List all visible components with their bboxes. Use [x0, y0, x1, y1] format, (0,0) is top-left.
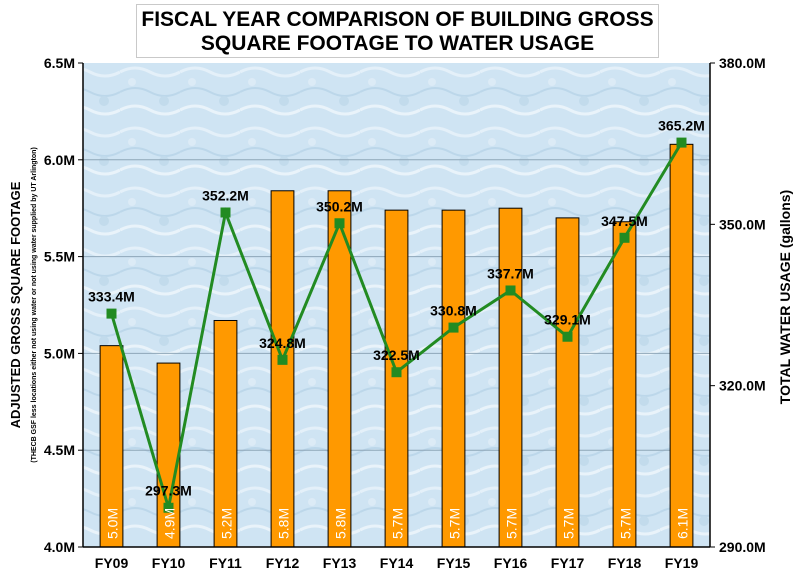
water-usage-label: 329.1M [544, 312, 591, 328]
water-usage-label: 324.8M [259, 335, 306, 351]
water-usage-label: 337.7M [487, 265, 534, 281]
y-right-tick-label: 320.0M [719, 378, 766, 394]
x-tick-label: FY13 [323, 555, 357, 571]
y-left-axis-sublabel: (THECB GSF less locations either not usi… [31, 147, 38, 463]
water-usage-point-fy10 [163, 502, 174, 513]
y-left-tick-label: 6.0M [44, 152, 75, 168]
bar-value-label: 5.2M [219, 508, 235, 539]
bar-fy16 [498, 207, 523, 548]
x-tick-label: FY12 [266, 555, 300, 571]
bar-value-label: 5.8M [333, 508, 349, 539]
bar-value-label: 5.8M [276, 508, 292, 539]
x-tick-label: FY17 [551, 555, 585, 571]
x-tick-label: FY16 [494, 555, 528, 571]
water-usage-point-fy18 [619, 232, 630, 243]
bar-fy18 [612, 221, 637, 548]
water-usage-point-fy11 [220, 207, 231, 218]
x-tick-label: FY09 [95, 555, 129, 571]
chart-title-line-2: SQUARE FOOTAGE TO WATER USAGE [200, 32, 595, 55]
bar-value-label: 4.9M [162, 508, 178, 539]
bar-value-label: 5.7M [390, 508, 406, 539]
water-usage-label: 365.2M [658, 118, 705, 134]
y-right-tick-label: 290.0M [719, 539, 766, 555]
chart-title-box: FISCAL YEAR COMPARISON OF BUILDING GROSS… [136, 4, 659, 58]
water-usage-point-fy16 [505, 285, 516, 296]
x-tick-label: FY11 [209, 555, 242, 571]
y-left-tick-label: 4.0M [44, 539, 75, 555]
water-usage-label: 297.3M [145, 483, 192, 499]
bar-fy14 [384, 209, 409, 548]
water-usage-point-fy09 [106, 308, 117, 319]
water-usage-label: 330.8M [430, 303, 477, 319]
water-usage-point-fy15 [448, 322, 459, 333]
y-right-axis-label: TOTAL WATER USAGE (gallons) [777, 190, 793, 404]
x-tick-label: FY15 [437, 555, 471, 571]
x-tick-label: FY14 [380, 555, 414, 571]
chart-title-line-1: FISCAL YEAR COMPARISON OF BUILDING GROSS [141, 8, 654, 31]
bar-value-label: 6.1M [675, 508, 691, 539]
x-tick-label: FY19 [665, 555, 699, 571]
bar-value-label: 5.7M [504, 508, 520, 539]
y-right-tick-label: 350.0M [719, 216, 766, 232]
water-usage-point-fy14 [391, 367, 402, 378]
water-usage-label: 333.4M [88, 289, 135, 305]
bar-fy17 [555, 217, 580, 548]
y-left-axis-label: ADJUSTED GROSS SQUARE FOOTAGE [8, 181, 23, 428]
water-usage-label: 322.5M [373, 347, 420, 363]
water-usage-point-fy17 [562, 331, 573, 342]
water-usage-label: 352.2M [202, 188, 249, 204]
y-right-tick-label: 380.0M [719, 55, 766, 71]
y-left-tick-label: 4.5M [44, 442, 75, 458]
y-left-tick-label: 5.0M [44, 345, 75, 361]
x-tick-label: FY18 [608, 555, 642, 571]
x-tick-label: FY10 [152, 555, 186, 571]
y-left-tick-label: 5.5M [44, 249, 75, 265]
bar-value-label: 5.7M [447, 508, 463, 539]
bar-value-label: 5.7M [618, 508, 634, 539]
water-usage-label: 350.2M [316, 198, 363, 214]
bar-value-label: 5.7M [561, 508, 577, 539]
y-left-tick-label: 6.5M [44, 55, 75, 71]
bar-fy12 [270, 190, 295, 548]
water-usage-point-fy13 [334, 218, 345, 229]
water-usage-point-fy19 [676, 137, 687, 148]
bar-fy15 [441, 209, 466, 548]
bar-fy19 [669, 143, 694, 548]
water-usage-point-fy12 [277, 354, 288, 365]
water-usage-label: 347.5M [601, 213, 648, 229]
bar-value-label: 5.0M [105, 508, 121, 539]
